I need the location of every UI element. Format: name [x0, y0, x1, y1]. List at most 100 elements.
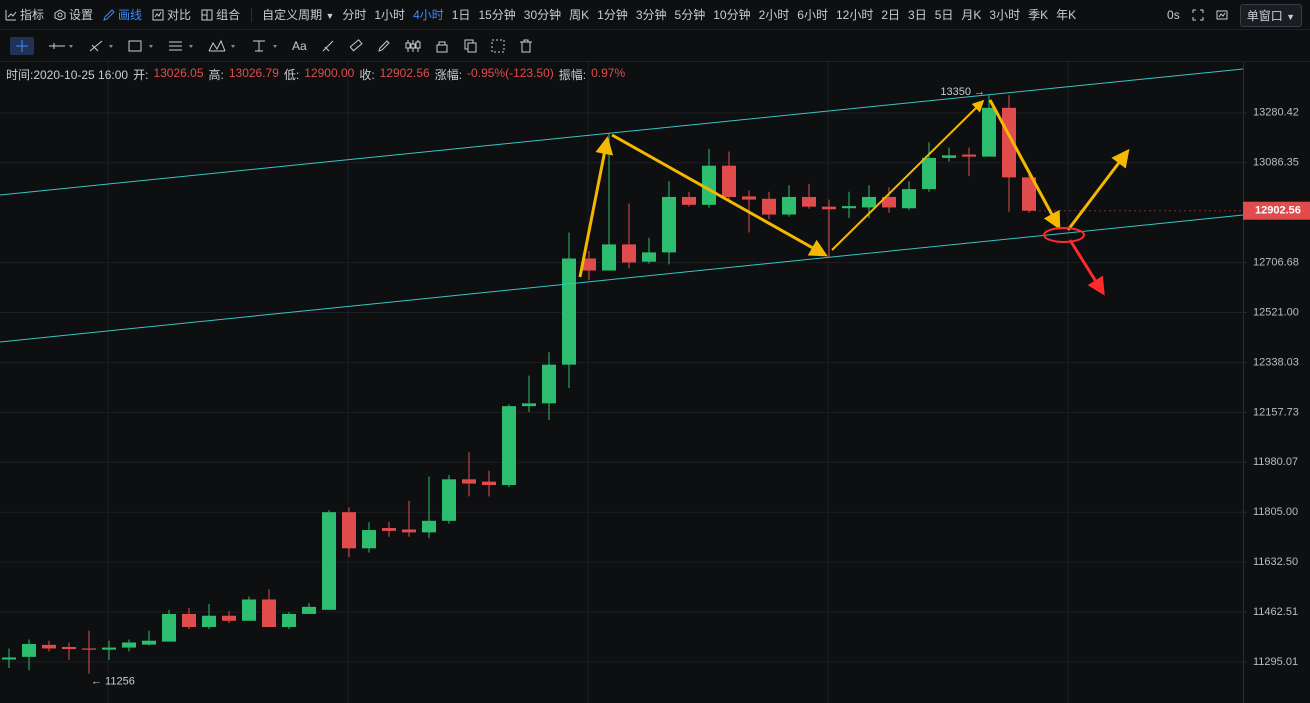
vertical-grid: [107, 62, 1069, 703]
trend-line: [0, 68, 1244, 196]
fib-tool[interactable]: [88, 39, 114, 53]
period[interactable]: 年K: [1056, 8, 1077, 22]
y-tick-label: 12706.68: [1253, 256, 1299, 268]
candle-body: [122, 642, 136, 648]
candle-body: [202, 615, 216, 628]
info-value: 0.97%: [591, 66, 626, 80]
candle-body: [362, 530, 376, 549]
icon: [54, 8, 66, 21]
candle-body: [82, 648, 96, 650]
line-tool[interactable]: [48, 39, 74, 53]
drawing-toolbar: Aa: [0, 30, 1310, 62]
tool-label: 组合: [216, 8, 241, 22]
candle-body: [762, 198, 776, 215]
tool-button[interactable]: 组合: [196, 6, 245, 23]
pen-tool[interactable]: [377, 39, 391, 53]
hide-tool[interactable]: [491, 39, 505, 53]
info-label: 高:: [208, 68, 224, 82]
y-tick-label: 13280.42: [1253, 107, 1299, 119]
period[interactable]: 15分钟: [478, 8, 516, 22]
info-value: 12902.56: [379, 66, 430, 80]
period[interactable]: 6小时: [797, 8, 828, 22]
trend-line: [0, 214, 1244, 343]
period[interactable]: 10分钟: [713, 8, 751, 22]
indicator-tool[interactable]: [405, 39, 421, 53]
icon: [152, 9, 164, 20]
period[interactable]: 3小时: [989, 8, 1021, 22]
period[interactable]: 4小时: [413, 8, 444, 22]
candle-body: [162, 613, 176, 642]
arrow: [611, 133, 828, 257]
period[interactable]: 周K: [569, 8, 590, 22]
lock-tool[interactable]: [435, 39, 449, 53]
y-tick-label: 11980.07: [1253, 456, 1298, 468]
candle-body: [462, 479, 476, 484]
period-dropdown[interactable]: 自定义周期 ▼: [262, 8, 335, 22]
y-tick-label: 13086.35: [1253, 157, 1299, 169]
text-tool[interactable]: Aa: [292, 38, 307, 53]
period[interactable]: 1小时: [374, 8, 406, 22]
candle-body: [242, 599, 256, 621]
icon: [103, 8, 115, 21]
copy-tool[interactable]: [463, 39, 477, 53]
period[interactable]: 1日: [451, 8, 471, 22]
period[interactable]: 季K: [1028, 8, 1049, 22]
window-dropdown[interactable]: 单窗口 ▼: [1239, 3, 1302, 27]
y-tick-label: 11805.00: [1253, 506, 1298, 518]
candle-body: [662, 196, 676, 253]
ruler-tool[interactable]: [349, 38, 363, 53]
period[interactable]: 分时: [342, 8, 367, 22]
rect-tool[interactable]: [128, 39, 154, 53]
period[interactable]: 5分钟: [674, 8, 706, 22]
candle-body: [842, 206, 856, 209]
period[interactable]: 3分钟: [635, 8, 667, 22]
tool-label: 设置: [69, 8, 94, 22]
brush-tool[interactable]: [321, 39, 335, 53]
measure-tool[interactable]: [252, 39, 278, 53]
candle-body: [262, 599, 276, 628]
period[interactable]: 30分钟: [523, 8, 562, 22]
period[interactable]: 3日: [908, 8, 927, 22]
candle-body: [562, 258, 576, 365]
last-price-label: 12902.56: [1255, 205, 1301, 217]
dropdown-label: 单窗口: [1246, 8, 1283, 23]
toolbar-right: 0s 单窗口 ▼: [1167, 0, 1302, 30]
tool-button[interactable]: 画线: [98, 6, 147, 23]
delete-tool[interactable]: [519, 39, 533, 53]
period[interactable]: 5日: [934, 8, 954, 22]
crosshair-tool[interactable]: [10, 36, 34, 55]
period[interactable]: 1分钟: [597, 8, 628, 22]
fullscreen-icon[interactable]: [1192, 9, 1204, 21]
arrow: [831, 99, 985, 251]
tool-button[interactable]: 设置: [49, 6, 98, 23]
grid: 11295.01 11462.51 11632.50 11805.00 11980.07…: [0, 107, 1299, 668]
arrow: [1066, 148, 1130, 231]
period[interactable]: 2日: [881, 8, 901, 22]
annotations: [0, 68, 1244, 343]
period[interactable]: 12小时: [835, 8, 874, 22]
toolbar: 指标 设置 画线 对比 组合 自定义周期 ▼ 分时 1小时 4小时 1日 15分…: [0, 0, 1310, 30]
info-bar: 时间:2020-10-25 16:00 开: 13026.05 高: 13026.7…: [6, 66, 625, 83]
info-time: 时间:2020-10-25 16:00: [6, 68, 129, 82]
candle-body: [382, 528, 396, 531]
period[interactable]: 2小时: [758, 8, 790, 22]
channel-tool[interactable]: [168, 39, 194, 53]
icon: [5, 9, 17, 20]
candle-body: [442, 479, 456, 521]
info-label: 涨幅:: [434, 68, 463, 82]
info-label: 振幅:: [558, 68, 587, 82]
candle-body: [22, 643, 36, 657]
candle-body: [742, 196, 756, 200]
tool-button[interactable]: 指标: [0, 6, 49, 23]
period[interactable]: 月K: [961, 8, 982, 22]
last-price-tag: [1243, 201, 1310, 220]
screenshot-icon[interactable]: [1216, 9, 1228, 21]
info-label: 低:: [283, 68, 300, 82]
candle-body: [942, 155, 956, 158]
info-value: 13026.79: [228, 66, 279, 80]
tool-button[interactable]: 对比: [147, 6, 196, 23]
pattern-tool[interactable]: [208, 39, 238, 53]
tool-label: 画线: [118, 8, 143, 22]
